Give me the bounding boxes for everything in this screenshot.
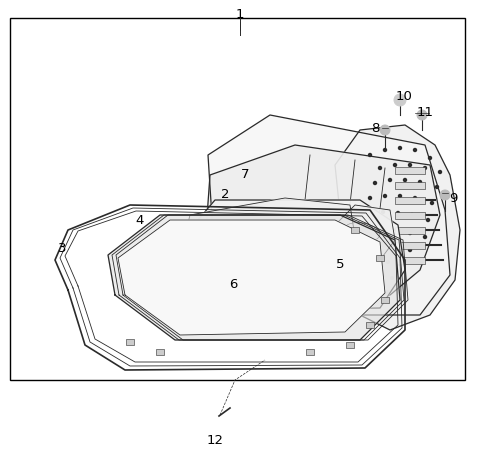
Bar bbox=[351, 227, 359, 233]
Circle shape bbox=[413, 149, 417, 152]
Circle shape bbox=[423, 236, 427, 238]
Bar bbox=[346, 342, 354, 348]
Polygon shape bbox=[335, 125, 460, 330]
Circle shape bbox=[417, 110, 427, 120]
Bar bbox=[381, 297, 389, 303]
Text: 7: 7 bbox=[241, 169, 249, 182]
Circle shape bbox=[365, 227, 369, 229]
Circle shape bbox=[391, 277, 394, 279]
Text: 12: 12 bbox=[206, 433, 224, 447]
Circle shape bbox=[384, 149, 386, 152]
Polygon shape bbox=[208, 115, 450, 315]
Polygon shape bbox=[335, 205, 395, 260]
Bar bbox=[395, 257, 425, 264]
Text: 6: 6 bbox=[229, 278, 237, 292]
Text: 4: 4 bbox=[136, 213, 144, 227]
Circle shape bbox=[429, 157, 432, 160]
Text: 5: 5 bbox=[336, 259, 344, 271]
Bar bbox=[10, 18, 465, 380]
Circle shape bbox=[410, 213, 413, 217]
Circle shape bbox=[419, 180, 421, 184]
Circle shape bbox=[396, 211, 399, 214]
Circle shape bbox=[394, 163, 396, 167]
Circle shape bbox=[440, 190, 450, 200]
Bar bbox=[395, 197, 425, 204]
Bar bbox=[395, 212, 425, 219]
Text: 10: 10 bbox=[396, 91, 412, 103]
Text: 1: 1 bbox=[236, 8, 244, 22]
Circle shape bbox=[373, 259, 376, 261]
Circle shape bbox=[386, 261, 389, 263]
Circle shape bbox=[382, 211, 384, 213]
Bar bbox=[306, 349, 314, 355]
Bar bbox=[395, 182, 425, 189]
Circle shape bbox=[384, 194, 386, 197]
Circle shape bbox=[439, 170, 442, 174]
Circle shape bbox=[408, 231, 411, 235]
Bar bbox=[395, 242, 425, 249]
Circle shape bbox=[369, 243, 372, 245]
Circle shape bbox=[379, 275, 382, 278]
Circle shape bbox=[386, 290, 389, 294]
Circle shape bbox=[373, 182, 376, 185]
Circle shape bbox=[404, 178, 407, 182]
Bar bbox=[376, 255, 384, 261]
Text: 9: 9 bbox=[449, 192, 457, 204]
Text: 3: 3 bbox=[58, 242, 66, 254]
Polygon shape bbox=[185, 200, 405, 310]
Circle shape bbox=[388, 178, 392, 182]
Circle shape bbox=[379, 167, 382, 169]
Circle shape bbox=[383, 244, 385, 246]
Circle shape bbox=[423, 167, 427, 169]
Bar bbox=[126, 339, 134, 345]
Bar bbox=[395, 167, 425, 174]
Circle shape bbox=[398, 194, 401, 197]
Circle shape bbox=[408, 163, 411, 167]
Bar bbox=[156, 349, 164, 355]
Circle shape bbox=[408, 248, 411, 252]
Circle shape bbox=[381, 227, 384, 229]
Circle shape bbox=[427, 219, 430, 221]
Text: 2: 2 bbox=[221, 188, 229, 202]
Circle shape bbox=[413, 196, 417, 200]
Bar bbox=[366, 322, 374, 328]
Circle shape bbox=[373, 293, 376, 295]
Circle shape bbox=[395, 228, 397, 231]
Bar bbox=[395, 227, 425, 234]
Polygon shape bbox=[108, 215, 400, 340]
Circle shape bbox=[396, 245, 398, 248]
Text: 8: 8 bbox=[371, 121, 379, 135]
Polygon shape bbox=[205, 145, 440, 295]
Polygon shape bbox=[118, 220, 385, 335]
Circle shape bbox=[380, 125, 390, 135]
Circle shape bbox=[431, 202, 433, 204]
Circle shape bbox=[398, 146, 401, 150]
Circle shape bbox=[394, 94, 406, 106]
Circle shape bbox=[369, 196, 372, 200]
Text: 11: 11 bbox=[417, 106, 433, 118]
Circle shape bbox=[369, 153, 372, 157]
Polygon shape bbox=[185, 198, 355, 270]
Circle shape bbox=[398, 262, 401, 265]
Circle shape bbox=[367, 211, 370, 214]
Circle shape bbox=[435, 185, 439, 188]
